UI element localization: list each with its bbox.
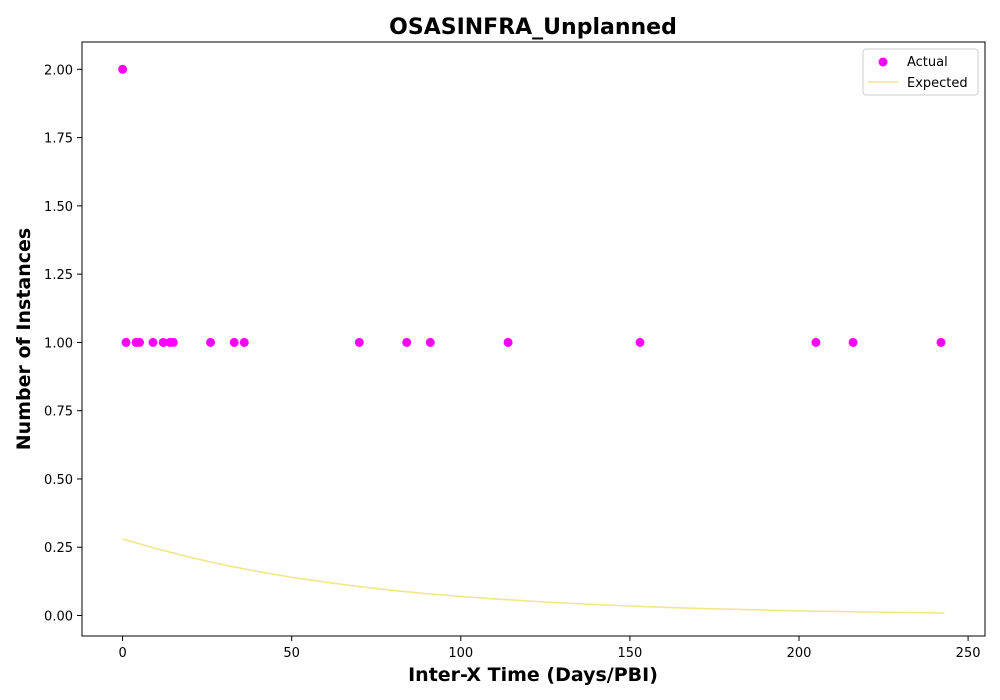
legend-expected-label: Expected: [907, 76, 968, 91]
actual-point: [168, 337, 178, 347]
actual-point: [811, 337, 821, 347]
actual-point: [425, 337, 435, 347]
plot-frame: [81, 41, 986, 637]
actual-point: [229, 337, 239, 347]
actual-point: [206, 337, 215, 347]
chart-title: OSASINFRA_Unplanned: [389, 15, 677, 40]
y-tick-label: 0.50: [44, 473, 73, 488]
y-tick-label: 0.00: [44, 610, 73, 625]
x-tick-label: 100: [448, 646, 473, 661]
x-axis: 0 50 100 150 200 250: [118, 636, 981, 661]
x-tick-label: 150: [617, 646, 642, 661]
y-tick-label: 1.25: [44, 268, 73, 283]
y-tick-label: 0.25: [44, 541, 73, 556]
actual-point: [158, 337, 168, 347]
y-tick-label: 1.50: [44, 200, 73, 215]
actual-point: [354, 337, 364, 347]
y-tick-label: 0.75: [44, 405, 73, 420]
plot-area: [118, 64, 946, 614]
legend-actual-marker: [878, 57, 888, 67]
x-axis-label: Inter-X Time (Days/PBI): [408, 664, 658, 686]
y-axis-label: Number of Instances: [13, 228, 35, 450]
actual-point: [121, 337, 131, 347]
y-tick-label: 1.00: [44, 336, 73, 351]
legend-actual-label: Actual: [907, 55, 948, 70]
expected-line: [122, 538, 945, 614]
x-tick-label: 50: [283, 646, 300, 661]
actual-point: [239, 337, 249, 347]
x-tick-label: 250: [956, 646, 981, 661]
actual-point: [402, 337, 412, 347]
actual-point: [118, 64, 128, 74]
actual-point: [135, 337, 144, 347]
actual-point: [848, 337, 858, 347]
y-tick-label: 1.75: [44, 132, 73, 147]
x-tick-label: 0: [118, 646, 126, 661]
legend-box: [862, 48, 979, 96]
actual-point: [635, 337, 645, 347]
actual-point: [503, 337, 513, 347]
y-tick-label: 2.00: [44, 63, 73, 78]
y-axis: 0.00 0.25 0.50 0.75 1.00 1.25 1.50 1.75 2.00: [44, 63, 82, 625]
actual-point: [936, 337, 946, 347]
actual-point: [148, 337, 158, 347]
x-tick-label: 200: [787, 646, 812, 661]
legend: Actual Expected: [862, 48, 979, 96]
